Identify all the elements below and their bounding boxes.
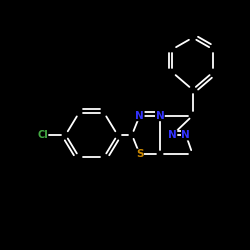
- Text: N: N: [168, 130, 177, 140]
- Text: N: N: [156, 111, 164, 121]
- Text: N: N: [135, 111, 144, 121]
- Text: S: S: [136, 149, 143, 159]
- Text: N: N: [182, 130, 190, 140]
- Text: Cl: Cl: [37, 130, 48, 140]
